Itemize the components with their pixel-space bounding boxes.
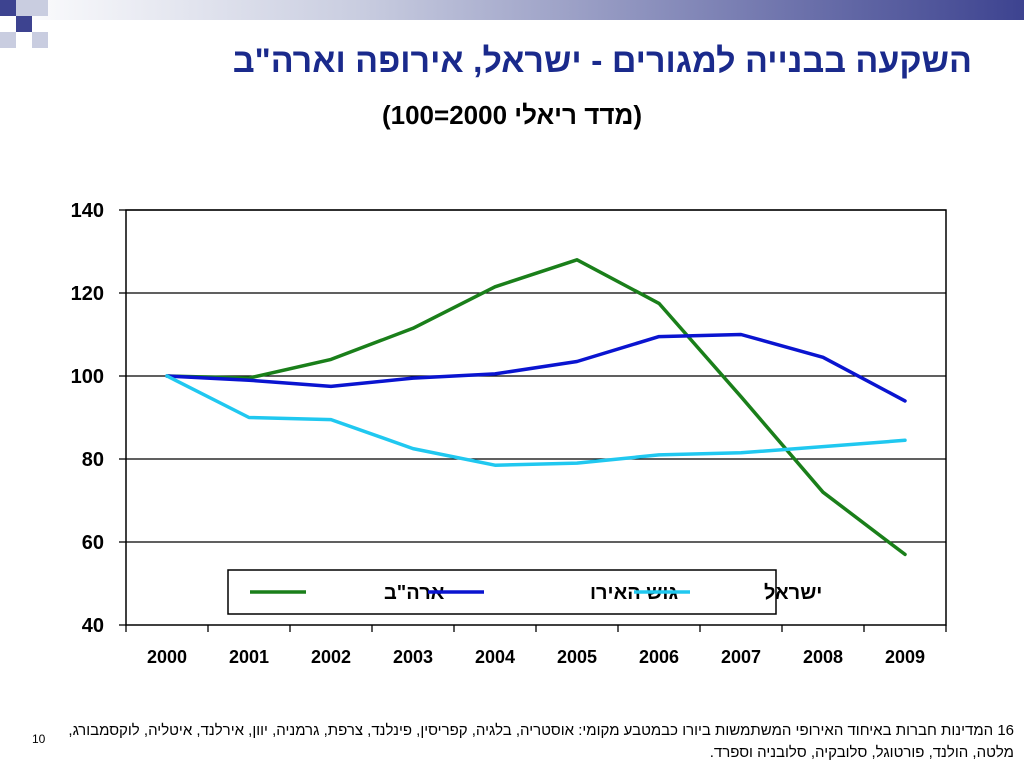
x-tick-label: 2009 <box>885 647 925 667</box>
corner-decoration-square <box>32 32 48 48</box>
x-tick-label: 2006 <box>639 647 679 667</box>
corner-decoration-square <box>0 32 16 48</box>
slide-number: 10 <box>32 732 46 746</box>
top-gradient-bar <box>0 0 1024 20</box>
x-tick-label: 2001 <box>229 647 269 667</box>
x-tick-label: 2002 <box>311 647 351 667</box>
series-line <box>165 258 907 557</box>
x-tick-label: 2000 <box>147 647 187 667</box>
y-tick-label: 60 <box>82 532 104 554</box>
x-tick-label: 2003 <box>393 647 433 667</box>
legend-box <box>227 569 777 615</box>
y-tick-label: 100 <box>71 366 104 388</box>
legend-label: ארה"ב <box>384 582 445 604</box>
corner-decoration-square <box>16 16 32 32</box>
corner-decoration-square <box>16 0 32 16</box>
x-tick-label: 2005 <box>557 647 597 667</box>
footnote: 16 המדינות חברות באיחוד האירופי המשתמשות… <box>68 722 1014 761</box>
slide-subtitle: (מדד ריאלי 2000=100) <box>381 100 643 130</box>
y-tick-label: 80 <box>82 449 104 471</box>
x-tick-label: 2007 <box>721 647 761 667</box>
series-line <box>165 374 907 467</box>
line-chart: 40 60 80 100 120 140 2000 2001 2002 2003 2004 2005 2… <box>71 200 947 667</box>
y-tick-label: 40 <box>82 615 104 637</box>
y-tick-label: 120 <box>71 283 104 305</box>
x-tick-label: 2008 <box>803 647 843 667</box>
series-line <box>165 332 907 403</box>
y-tick-label: 140 <box>71 200 104 222</box>
slide-title: השקעה בבנייה למגורים - ישראל, אירופה ואר… <box>232 42 972 80</box>
corner-decoration-square <box>0 0 16 16</box>
x-tick-label: 2004 <box>475 647 515 667</box>
corner-decoration-square <box>32 0 48 16</box>
legend-label: ישראל <box>764 582 822 604</box>
